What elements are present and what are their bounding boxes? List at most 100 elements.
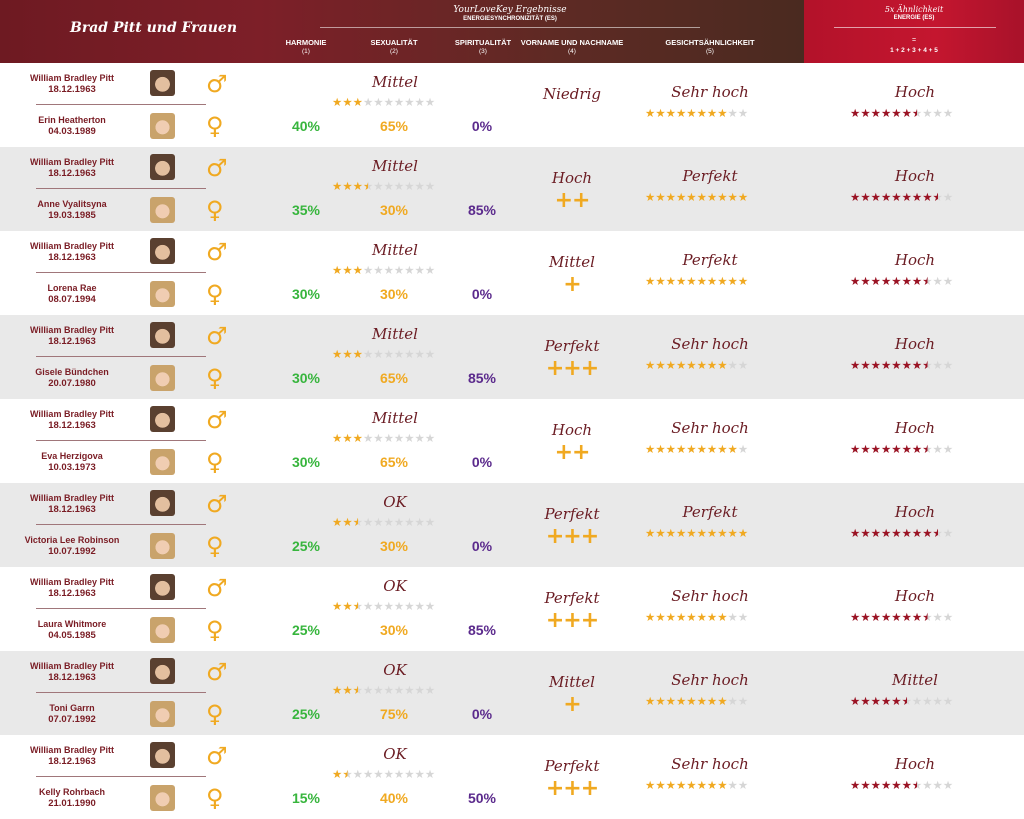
harmony-rating-word: OK: [383, 577, 407, 595]
star-icon: ★: [373, 347, 384, 361]
star-icon: ★: [911, 694, 923, 708]
table-row[interactable]: William Bradley Pitt 18.12.1963 ♂ Victor…: [0, 483, 1024, 567]
star-icon: ★: [922, 106, 933, 120]
male-birthdate: 18.12.1963: [48, 672, 96, 683]
male-person: William Bradley Pitt 18.12.1963: [0, 408, 144, 432]
male-symbol-icon: ♂: [206, 154, 228, 182]
face-stars: ★ ★ ★ ★ ★ ★ ★ ★ ★ ★: [645, 107, 748, 119]
harmonie-value: 25%: [291, 622, 321, 638]
star-icon: ★: [901, 610, 912, 624]
star-icon: ★: [424, 599, 436, 613]
table-row[interactable]: William Bradley Pitt 18.12.1963 ♂ Eva He…: [0, 399, 1024, 483]
name-plus-marks: +++: [545, 524, 599, 549]
table-row[interactable]: William Bradley Pitt 18.12.1963 ♂ Erin H…: [0, 63, 1024, 147]
female-person: Eva Herzigova 10.03.1973: [0, 450, 144, 474]
star-icon: ★: [686, 694, 697, 708]
female-name: Kelly Rohrbach: [38, 787, 105, 797]
male-person: William Bradley Pitt 18.12.1963: [0, 576, 144, 600]
female-birthdate: 07.07.1992: [48, 714, 96, 725]
star-icon: ★: [393, 599, 405, 613]
star-icon: ★: [404, 599, 415, 613]
star-icon: ★: [655, 778, 666, 792]
table-row[interactable]: William Bradley Pitt 18.12.1963 ♂ Kelly …: [0, 735, 1024, 819]
star-icon: ★: [880, 274, 892, 288]
face-rating-word: Perfekt: [682, 251, 738, 269]
star-icon: ★: [383, 347, 394, 361]
star-icon: ★: [880, 190, 892, 204]
male-name: William Bradley Pitt: [30, 73, 114, 83]
female-birthdate: 04.03.1989: [48, 126, 96, 137]
table-row[interactable]: William Bradley Pitt 18.12.1963 ♂ Lorena…: [0, 231, 1024, 315]
sexualitaet-value: 40%: [379, 790, 409, 806]
star-icon: ★: [675, 106, 687, 120]
star-icon: ★: [393, 95, 405, 109]
star-icon: ★: [737, 526, 749, 540]
face-rating-word: Sehr hoch: [671, 671, 749, 689]
sexualitaet-value: 30%: [379, 286, 409, 302]
female-symbol-icon: ♀: [206, 448, 224, 476]
star-icon: ★: [383, 95, 394, 109]
male-name: William Bradley Pitt: [30, 157, 114, 167]
star-icon: ★: [706, 610, 718, 624]
star-icon: ★: [404, 683, 415, 697]
star-icon: ★: [686, 358, 697, 372]
table-row[interactable]: William Bradley Pitt 18.12.1963 ♂ Gisele…: [0, 315, 1024, 399]
face-rating-word: Sehr hoch: [671, 83, 749, 101]
male-name: William Bradley Pitt: [30, 241, 114, 251]
star-icon: ★: [424, 683, 436, 697]
star-icon: ★: [860, 610, 871, 624]
star-icon: ★: [352, 263, 363, 277]
header-left-panel: [0, 0, 260, 63]
star-icon: ★: [942, 442, 954, 456]
person-divider: [36, 524, 206, 525]
star-icon: ★: [665, 442, 676, 456]
star-icon: ★: [860, 358, 871, 372]
star-icon: ★: [860, 274, 871, 288]
star-icon: ★: [393, 179, 405, 193]
star-icon: ★: [686, 190, 697, 204]
male-avatar: [150, 490, 175, 516]
table-row[interactable]: William Bradley Pitt 18.12.1963 ♂ Toni G…: [0, 651, 1024, 735]
header-right-panel: [804, 0, 1024, 63]
energy-title: 5x Ähnlichkeit: [884, 5, 944, 14]
face-stars: ★ ★ ★ ★ ★ ★ ★ ★ ★ ★: [645, 527, 748, 539]
energy-subtitle: ENERGIE (ES): [893, 15, 935, 21]
female-avatar: [150, 365, 175, 391]
female-name: Eva Herzigova: [41, 451, 103, 461]
spiritualitaet-value: 85%: [467, 370, 497, 386]
harmonie-value: 30%: [291, 454, 321, 470]
star-icon: ★: [342, 599, 353, 613]
energy-rating-word: Hoch: [894, 83, 936, 101]
table-row[interactable]: William Bradley Pitt 18.12.1963 ♂ Laura …: [0, 567, 1024, 651]
star-icon: ★: [860, 190, 871, 204]
table-row[interactable]: William Bradley Pitt 18.12.1963 ♂ Anne V…: [0, 147, 1024, 231]
female-symbol-icon: ♀: [206, 532, 224, 560]
star-icon: ★: [342, 95, 353, 109]
star-icon: ★: [655, 106, 666, 120]
face-stars: ★ ★ ★ ★ ★ ★ ★ ★ ★ ★: [645, 191, 748, 203]
star-icon: ★: [352, 347, 363, 361]
star-icon: ★: [860, 106, 871, 120]
star-icon: ★: [706, 190, 718, 204]
star-icon: ★: [414, 599, 425, 613]
female-name: Toni Garrn: [49, 703, 95, 713]
harmony-rating-word: Mittel: [372, 325, 418, 343]
star-icon: ★: [373, 179, 384, 193]
star-icon: ★: [424, 95, 436, 109]
star-icon: ★: [696, 442, 707, 456]
star-icon: ★: [665, 190, 676, 204]
star-icon: ★: [393, 431, 405, 445]
harmony-stars: ★ ★ ★ ★ ★ ★ ★ ★ ★ ★: [332, 768, 435, 780]
male-avatar: [150, 322, 175, 348]
star-icon: ★: [922, 778, 933, 792]
star-icon: ★: [645, 442, 656, 456]
star-icon: ★: [342, 515, 353, 529]
star-icon: ★: [686, 778, 697, 792]
female-birthdate: 20.07.1980: [48, 378, 96, 389]
name-rating-word: Perfekt: [544, 757, 600, 775]
face-stars: ★ ★ ★ ★ ★ ★ ★ ★ ★ ★: [645, 443, 748, 455]
star-icon: ★: [383, 515, 394, 529]
col-face: GESICHTSÄHNLICHKEIT (5): [665, 38, 755, 55]
results-header: Brad Pitt und Frauen YourLoveKey Ergebni…: [0, 0, 1024, 63]
star-icon: ★: [932, 274, 943, 288]
